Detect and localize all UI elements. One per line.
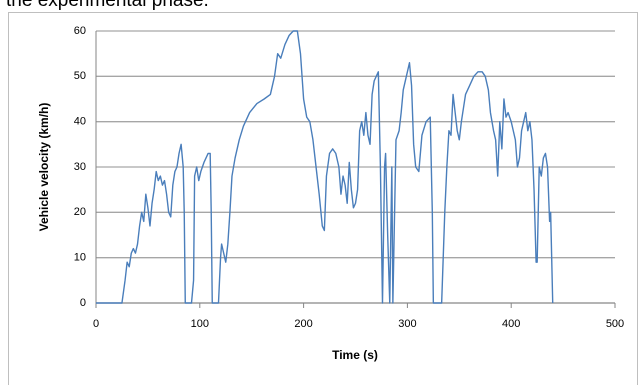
x-tick-label: 300 — [398, 318, 416, 330]
x-tick-label: 100 — [191, 318, 209, 330]
x-tick-label: 200 — [294, 318, 312, 330]
y-tick-label: 10 — [74, 252, 86, 264]
chart-border — [8, 12, 638, 385]
y-tick-label: 50 — [74, 70, 86, 82]
y-tick-label: 0 — [80, 297, 86, 309]
y-axis-label: Vehicle velocity (km/h) — [37, 103, 51, 232]
y-tick-label: 60 — [74, 25, 86, 37]
caption: the experimental phase. — [6, 0, 209, 11]
data-line — [96, 30, 554, 304]
x-axis-label: Time (s) — [332, 348, 378, 362]
x-tick-label: 500 — [606, 318, 624, 330]
y-tick-label: 20 — [74, 206, 86, 218]
y-tick-label: 30 — [74, 161, 86, 173]
x-tick-label: 400 — [502, 318, 520, 330]
x-tick-label: 0 — [93, 318, 99, 330]
y-tick-label: 40 — [74, 116, 86, 128]
